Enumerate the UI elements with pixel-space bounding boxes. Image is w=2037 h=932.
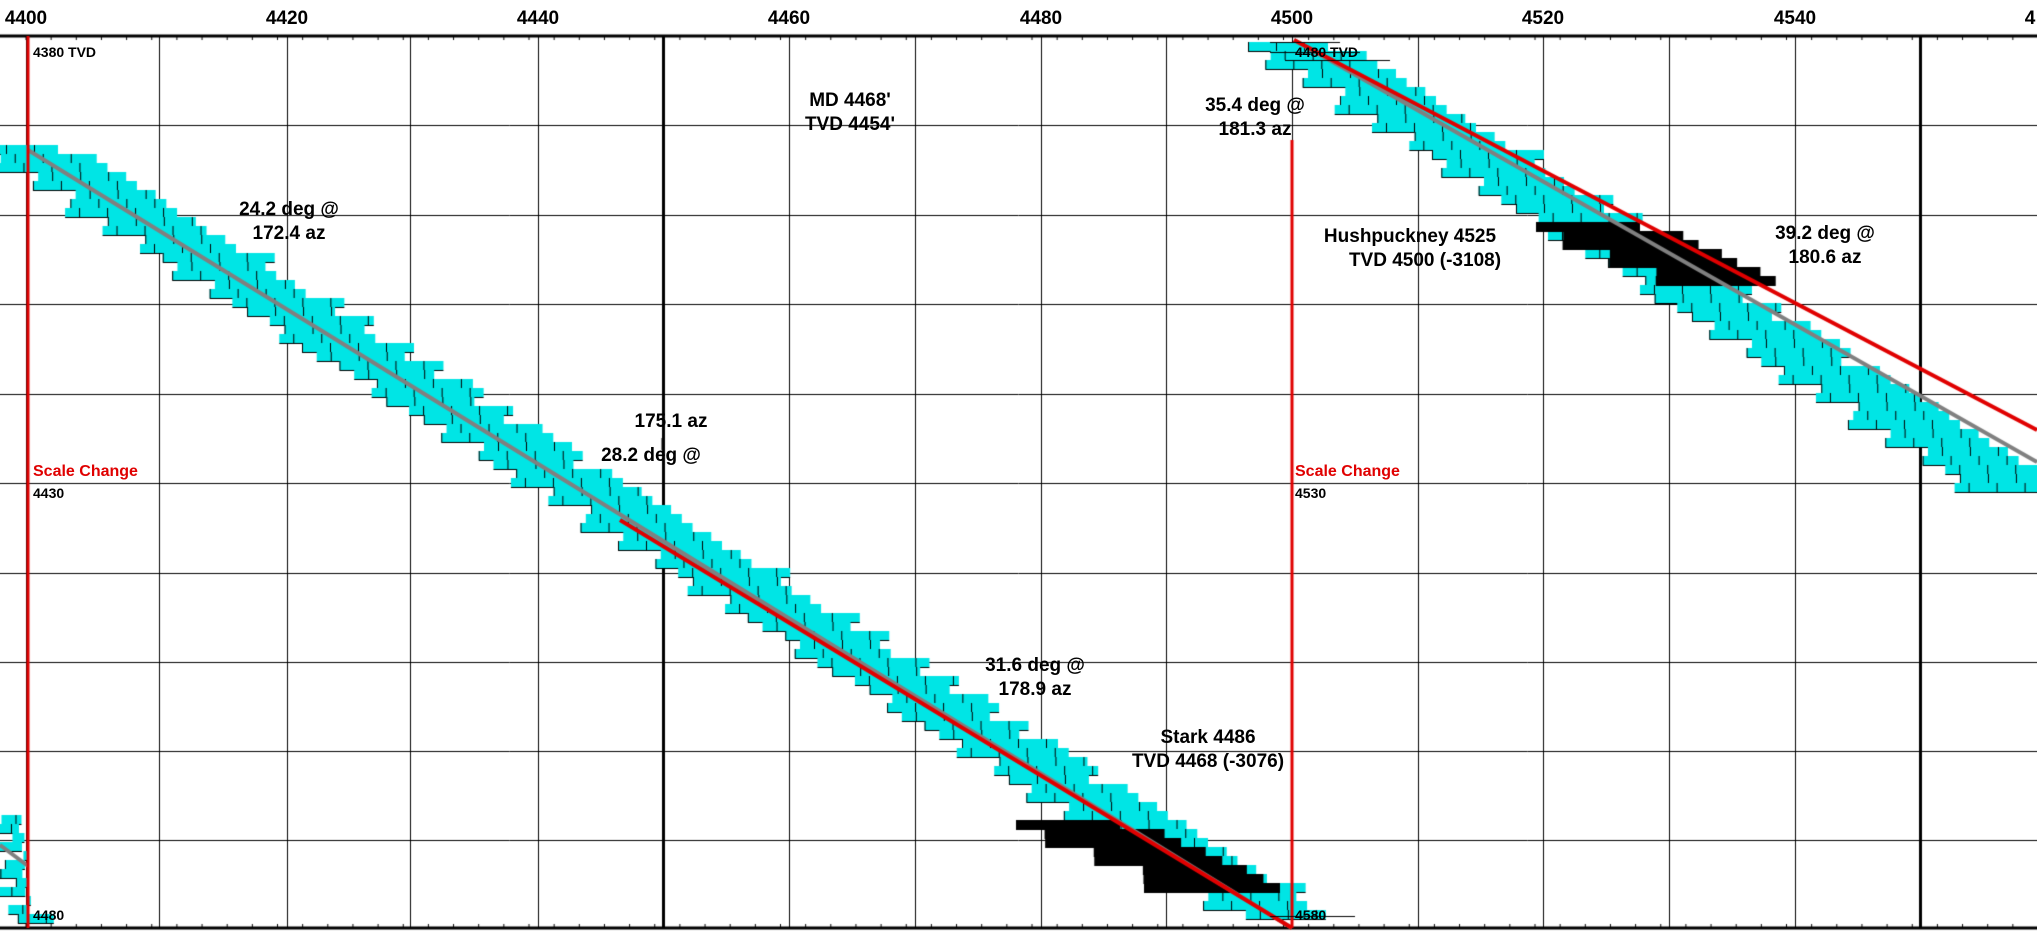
formation-top-hushpuckney: Hushpuckney 4525 TVD 4500 (-3108) bbox=[1323, 226, 1502, 271]
md-tick-label: 4 bbox=[2024, 8, 2036, 29]
survey-annotation: 35.4 deg @181.3 az bbox=[1205, 95, 1305, 140]
md-tick-label: 4480 bbox=[1019, 8, 1063, 29]
md-tick-label: 4420 bbox=[265, 8, 309, 29]
md-tick-label: 4460 bbox=[767, 8, 811, 29]
survey-annotation: 175.1 az 28.2 deg @ bbox=[601, 411, 708, 466]
md-tick-label: 4500 bbox=[1270, 8, 1314, 29]
scale-change-label: Scale Change bbox=[33, 463, 138, 480]
md-tick-label: 4440 bbox=[516, 8, 560, 29]
tvd-bottom-label: 4480 bbox=[33, 907, 65, 923]
md-tick-label: 4540 bbox=[1773, 8, 1817, 29]
md-tvd-marker: MD 4468' TVD 4454' bbox=[804, 90, 896, 135]
formation-top-stark: Stark 4486 TVD 4468 (-3076) bbox=[1131, 727, 1285, 772]
tvd-mid-label: 4430 bbox=[33, 485, 65, 501]
tvd-mid-label: 4530 bbox=[1295, 485, 1327, 501]
tvd-top-label: 4480 TVD bbox=[1295, 44, 1359, 60]
survey-annotation: 39.2 deg @180.6 az bbox=[1775, 223, 1875, 268]
survey-annotation: 31.6 deg @178.9 az bbox=[985, 655, 1085, 700]
measured-depth-axis: 4400 4420 4440 4460 4480 4500 4520 4540 … bbox=[0, 0, 2037, 36]
scale-change-label: Scale Change bbox=[1295, 463, 1400, 480]
md-tick-label: 4520 bbox=[1521, 8, 1565, 29]
tvd-bottom-label: 4580 bbox=[1295, 907, 1327, 923]
survey-annotation: 24.2 deg @172.4 az bbox=[239, 199, 339, 244]
md-tick-label: 4400 bbox=[4, 8, 48, 29]
tvd-top-label: 4380 TVD bbox=[33, 44, 97, 60]
